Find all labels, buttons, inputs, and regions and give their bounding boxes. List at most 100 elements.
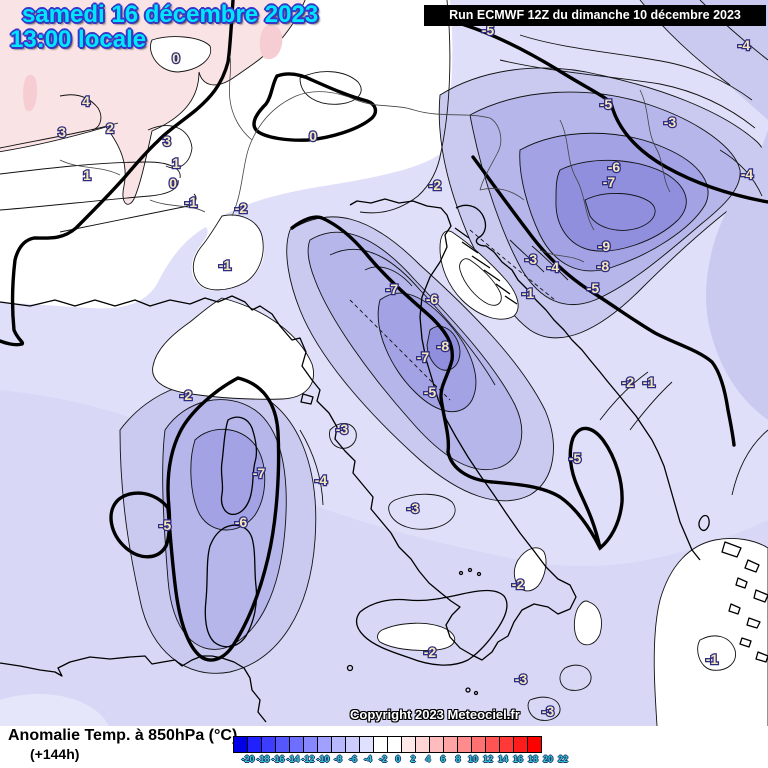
contour-label: 0 [169,175,177,191]
contour-label: -7 [386,281,399,297]
contour-label: -1 [643,374,656,390]
colorbar-cell [359,736,374,753]
coastlines [0,198,768,723]
contour-label: -2 [235,200,248,216]
contour-label: -1 [522,285,535,301]
colorbar-tick: 10 [467,754,479,764]
colorbar-tick: 4 [425,754,431,764]
legend-title: Anomalie Temp. à 850hPa (°C) [8,727,238,744]
colorbar-cell [303,736,318,753]
contour-label: -7 [417,349,430,365]
colorbar-cell [331,736,346,753]
contour-label: -6 [426,291,439,307]
contour-label: -4 [315,472,328,488]
contour-label: 1 [83,167,91,183]
colorbar-tick: 20 [542,754,554,764]
colorbar-tick: 22 [557,754,569,764]
contour-label: -3 [336,421,349,437]
colorbar-cell [275,736,290,753]
model-run-banner: Run ECMWF 12Z du dimanche 10 décembre 20… [424,5,766,26]
colorbar-cell [457,736,472,753]
legend-strip: Anomalie Temp. à 850hPa (°C) (+144h) -20… [0,726,768,768]
colorbar-cell [401,736,416,753]
contour-label: -2 [424,644,437,660]
colorbar-tick: 12 [482,754,494,764]
contour-label: -1 [706,651,719,667]
thin-contours [0,0,768,721]
contour-label: 3 [163,133,171,149]
colorbar-cell [429,736,444,753]
colorbar-cell [261,736,276,753]
valid-date-line: samedi 16 décembre 2023 [22,1,319,28]
contour-label: -3 [407,500,420,516]
thick-contours [0,0,768,662]
colorbar-cell [443,736,458,753]
contour-label: 0 [309,128,317,144]
colorbar-tick: -6 [348,754,358,764]
contour-label: 2 [106,120,114,136]
colorbar-tick-labels: -20 -18 -16 -14 -12 -10 -8 -6 -4 -2 0 2 4 6 8 10 12 14 16 1… [234,754,594,766]
colorbar-tick: -20 [241,754,255,764]
contour-label: 0 [172,50,180,66]
colorbar-tick: 18 [527,754,539,764]
colorbar-cell [317,736,332,753]
contour-label: -8 [597,258,610,274]
contour-label: -3 [515,671,528,687]
contour-label: -4 [741,166,754,182]
contour-label: -4 [547,259,560,275]
colorbar-tick: 14 [497,754,509,764]
contour-label: -2 [622,374,635,390]
colorbar-tick: 0 [395,754,401,764]
colorbar-tick: 2 [410,754,416,764]
contour-label: 1 [172,155,180,171]
contour-label: 4 [82,93,90,109]
colorbar-cell [415,736,430,753]
colorbar-tick: -18 [256,754,270,764]
colorbar-cell [513,736,528,753]
country-borders [59,55,671,263]
copyright-watermark: Copyright 2023 Meteociel.fr [350,707,520,722]
contour-label: -8 [437,338,450,354]
forecast-lead-time: (+144h) [30,746,80,762]
contour-label: -3 [542,703,555,719]
contour-label: 3 [58,124,66,140]
colorbar-cell [289,736,304,753]
contour-label: -5 [159,517,172,533]
colorbar-cell [233,736,248,753]
contour-label: -6 [235,514,248,530]
colorbar-tick: -8 [333,754,343,764]
colorbar-cell [345,736,360,753]
colorbar-cell [527,736,542,753]
contour-label: -1 [185,194,198,210]
colorbar-cell [387,736,402,753]
colorbar [233,736,542,753]
contour-label: -7 [253,465,266,481]
colorbar-tick: -4 [363,754,373,764]
colorbar-tick: 6 [440,754,446,764]
colorbar-cell [485,736,500,753]
contour-label: -5 [587,280,600,296]
valid-date-overlay: samedi 16 décembre 2023 13:00 locale [10,1,319,54]
colorbar-tick: -16 [271,754,285,764]
contour-label: -2 [512,576,525,592]
contour-label: -9 [598,238,611,254]
contour-label: -5 [600,96,613,112]
colorbar-cell [471,736,486,753]
colorbar-cell [373,736,388,753]
contour-label: -6 [608,159,621,175]
contour-label: -7 [603,174,616,190]
contour-label: -5 [424,384,437,400]
valid-time-line: 13:00 locale [10,26,147,54]
colorbar-tick: 16 [512,754,524,764]
colorbar-tick: -2 [378,754,388,764]
contour-label: -2 [429,177,442,193]
colorbar-tick: -12 [301,754,315,764]
colorbar-tick: -10 [316,754,330,764]
contour-label: -2 [180,387,193,403]
colorbar-tick: -14 [286,754,300,764]
colorbar-tick: 8 [455,754,461,764]
contour-label: -3 [664,114,677,130]
